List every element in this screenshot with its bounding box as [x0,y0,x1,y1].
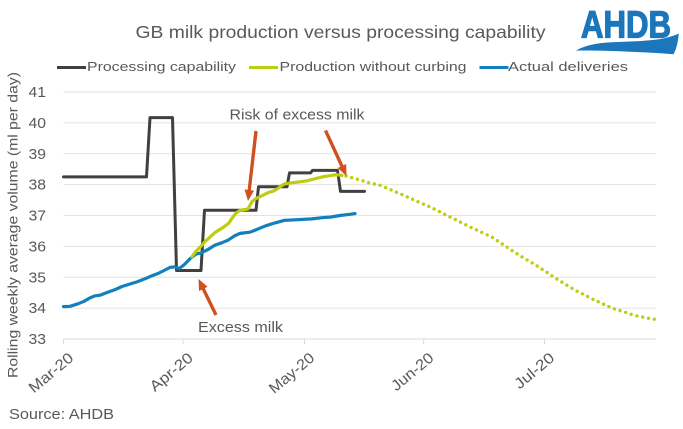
svg-text:Apr-20: Apr-20 [147,350,197,396]
svg-text:Rolling weekly average volume: Rolling weekly average volume (ml per da… [6,72,21,378]
svg-text:Jul-20: Jul-20 [511,350,558,393]
svg-text:40: 40 [29,116,47,132]
svg-text:41: 41 [29,85,47,101]
svg-text:39: 39 [29,147,47,163]
svg-text:33: 33 [29,332,47,348]
svg-text:38: 38 [29,178,47,194]
svg-text:Production without curbing: Production without curbing [280,59,467,74]
svg-text:37: 37 [29,209,47,225]
svg-text:35: 35 [29,270,47,286]
svg-text:GB milk production versus proc: GB milk production versus processing cap… [136,22,546,42]
svg-text:36: 36 [29,240,47,256]
svg-text:34: 34 [29,301,47,317]
svg-text:Risk of excess milk: Risk of excess milk [230,106,366,123]
svg-text:Jun-20: Jun-20 [388,350,437,395]
svg-text:AHDB: AHDB [581,4,671,46]
svg-text:Excess milk: Excess milk [198,319,284,336]
svg-text:Mar-20: Mar-20 [26,350,78,397]
svg-text:Processing capability: Processing capability [87,59,237,74]
svg-text:Actual deliveries: Actual deliveries [508,59,629,74]
svg-text:Source: AHDB: Source: AHDB [9,406,114,423]
svg-text:May-20: May-20 [266,350,318,398]
